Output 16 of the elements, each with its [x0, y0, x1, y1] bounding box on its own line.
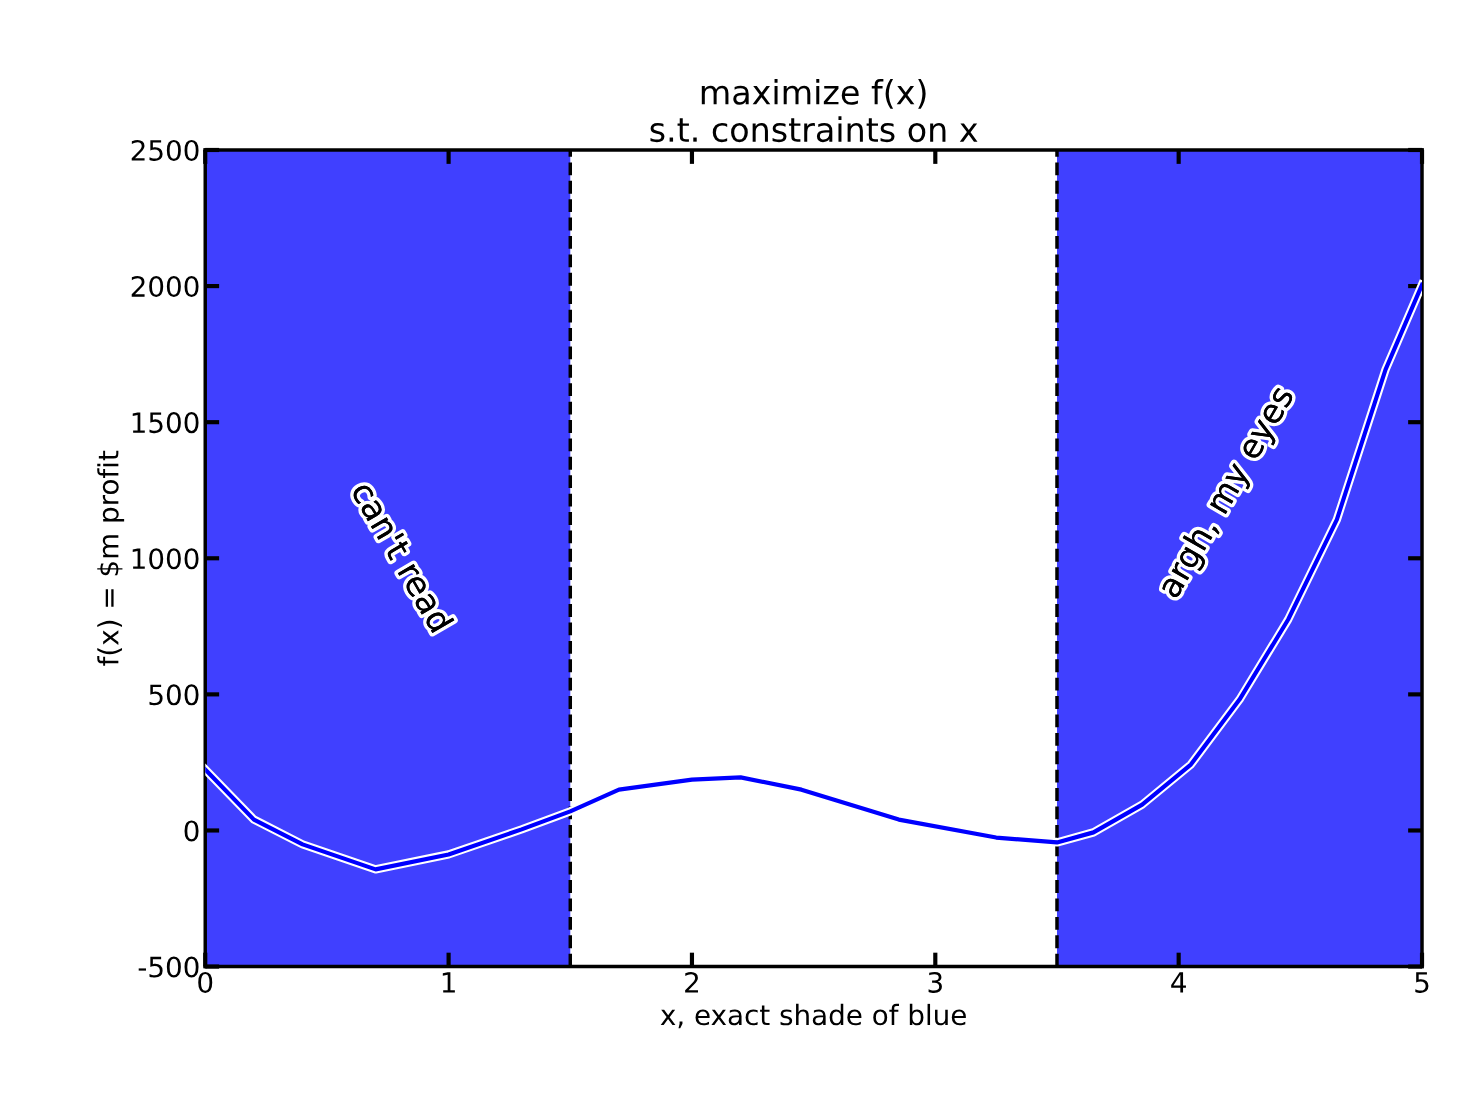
- x-tick-label: 5: [1415, 972, 1429, 993]
- x-tick-label: 4: [1171, 972, 1186, 993]
- y-tick-label: 2000: [131, 276, 199, 298]
- x-tick-label: 1: [442, 972, 455, 993]
- y-tick-label: 1000: [132, 548, 199, 570]
- x-tick-label: 2: [685, 971, 699, 993]
- x-tick-label: 3: [928, 971, 942, 993]
- chart-title: maximize f(x) s.t. constraints on x: [650, 79, 978, 143]
- y-tick-label: -500: [138, 956, 199, 978]
- x-axis-title: x, exact shade of blue: [660, 1003, 966, 1029]
- y-tick-label: 0: [184, 820, 199, 842]
- y-tick-label: 500: [149, 684, 199, 706]
- y-axis-title: f(x) = $m profit: [97, 450, 125, 666]
- y-tick-label: 2500: [131, 139, 199, 161]
- y-tick-label: 1500: [132, 412, 199, 434]
- x-tick-label: 0: [198, 971, 213, 993]
